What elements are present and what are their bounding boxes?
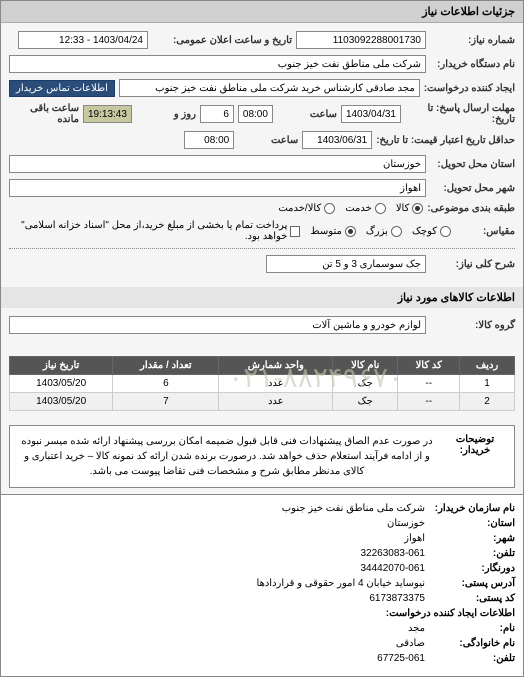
cell: 2 xyxy=(460,393,515,411)
cell: 1403/05/20 xyxy=(10,375,113,393)
cell: 1403/05/20 xyxy=(10,393,113,411)
org-name-label: نام سازمان خریدار: xyxy=(425,503,515,514)
radio-icon xyxy=(324,203,335,214)
deadline-time: 08:00 xyxy=(238,105,273,123)
fax-value: 34442070-061 xyxy=(9,563,425,574)
cell: جک xyxy=(333,375,398,393)
scale-label: مقیاس: xyxy=(455,226,515,237)
city-value: اهواز xyxy=(9,533,425,544)
goods-group-label: گروه کالا: xyxy=(430,320,515,331)
radio-icon xyxy=(440,226,451,237)
announce-value: 1403/04/24 - 12:33 xyxy=(18,31,148,49)
cell: 6 xyxy=(113,375,219,393)
validity-label: حداقل تاریخ اعتبار قیمت: تا تاریخ: xyxy=(376,135,515,146)
delivery-state-field: خوزستان xyxy=(9,155,426,173)
remaining-label: ساعت باقی مانده xyxy=(9,103,79,125)
class-service-label: خدمت xyxy=(345,203,372,214)
class-goods-radio[interactable]: کالا xyxy=(396,203,424,214)
scale-medium-label: متوسط xyxy=(310,226,341,237)
address-value: نیوساید خیابان 4 امور حقوقی و قراردادها xyxy=(9,578,425,589)
contact-info-button[interactable]: اطلاعات تماس خریدار xyxy=(9,80,115,97)
delivery-state-label: استان محل تحویل: xyxy=(430,159,515,170)
class-goods-service-radio[interactable]: کالا/خدمت xyxy=(278,203,335,214)
cell: جک xyxy=(333,393,398,411)
scale-medium-radio[interactable]: متوسط xyxy=(310,226,355,237)
cell: عدد xyxy=(219,375,333,393)
name-label: نام: xyxy=(425,623,515,634)
scale-large-label: بزرگ xyxy=(366,226,388,237)
days-field: 6 xyxy=(200,105,234,123)
scale-small-label: کوچک xyxy=(412,226,437,237)
buyer-device-field: شرکت ملی مناطق نفت خیز جنوب xyxy=(9,55,426,73)
deadline-label: مهلت ارسال پاسخ: تا تاریخ: xyxy=(405,103,515,125)
postal-value: 6173873375 xyxy=(9,593,425,604)
table-row: 1 -- جک عدد 6 1403/05/20 xyxy=(10,375,515,393)
scale-large-radio[interactable]: بزرگ xyxy=(366,226,402,237)
col-code: کد کالا xyxy=(398,357,460,375)
class-service-radio[interactable]: خدمت xyxy=(345,203,386,214)
buyer-desc-label: توضیحات خریدار: xyxy=(440,430,510,483)
table-row: 2 -- جک عدد 7 1403/05/20 xyxy=(10,393,515,411)
classification-label: طبقه بندی موضوعی: xyxy=(427,203,515,214)
tel-label: تلفن: xyxy=(425,653,515,664)
requester-field: مجد صادقی کارشناس خرید شرکت ملی مناطق نف… xyxy=(119,79,420,97)
class-goods-label: کالا xyxy=(396,203,410,214)
class-goods-service-label: کالا/خدمت xyxy=(278,203,321,214)
address-label: آدرس پستی: xyxy=(425,578,515,589)
requester-label: ایجاد کننده درخواست: xyxy=(424,83,515,94)
radio-icon xyxy=(375,203,386,214)
col-unit: واحد شمارش xyxy=(219,357,333,375)
goods-section-title: اطلاعات کالاهای مورد نیاز xyxy=(1,287,523,308)
cell: -- xyxy=(398,375,460,393)
validity-time-label: ساعت xyxy=(238,135,298,146)
radio-checked-icon xyxy=(412,203,423,214)
goods-table: ردیف کد کالا نام کالا واحد شمارش تعداد /… xyxy=(9,356,515,411)
family-value: صادقی xyxy=(9,638,425,649)
cell: -- xyxy=(398,393,460,411)
treasury-checkbox[interactable]: پرداخت تمام یا بخشی از مبلغ خرید،از محل … xyxy=(9,220,300,242)
family-label: نام خانوادگی: xyxy=(425,638,515,649)
need-number-field: 1103092288001730 xyxy=(296,31,426,49)
col-qty: تعداد / مقدار xyxy=(113,357,219,375)
tab-header: جزئیات اطلاعات نیاز xyxy=(1,1,523,23)
radio-icon xyxy=(391,226,402,237)
postal-label: کد پستی: xyxy=(425,593,515,604)
validity-time: 08:00 xyxy=(184,131,234,149)
delivery-city-label: شهر محل تحویل: xyxy=(430,183,515,194)
validity-date: 1403/06/31 xyxy=(302,131,372,149)
cell: 7 xyxy=(113,393,219,411)
col-row: ردیف xyxy=(460,357,515,375)
name-value: مجد xyxy=(9,623,425,634)
delivery-city-field: اهواز xyxy=(9,179,426,197)
phone-value: 32263083-061 xyxy=(9,548,425,559)
org-name-value: شرکت ملی مناطق نفت خیز جنوب xyxy=(9,503,425,514)
col-name: نام کالا xyxy=(333,357,398,375)
scale-note: پرداخت تمام یا بخشی از مبلغ خرید،از محل … xyxy=(9,220,287,242)
scale-small-radio[interactable]: کوچک xyxy=(412,226,451,237)
state-value: خوزستان xyxy=(9,518,425,529)
days-label: روز و xyxy=(136,109,196,120)
tel-value: 67725-061 xyxy=(9,653,425,664)
deadline-time-label: ساعت xyxy=(277,109,337,120)
remaining-time: 19:13:43 xyxy=(83,105,132,123)
buyer-device-label: نام دستگاه خریدار: xyxy=(430,59,515,70)
buyer-desc-text: در صورت عدم الصاق پیشنهادات فنی قابل قبو… xyxy=(14,430,440,483)
fax-label: دورنگار: xyxy=(425,563,515,574)
announce-label: تاریخ و ساعت اعلان عمومی: xyxy=(152,35,292,46)
cell: 1 xyxy=(460,375,515,393)
deadline-date: 1403/04/31 xyxy=(341,105,401,123)
goods-group-field: لوازم خودرو و ماشین آلات xyxy=(9,316,426,334)
phone-label: تلفن: xyxy=(425,548,515,559)
cell: عدد xyxy=(219,393,333,411)
creator-section-label: اطلاعات ایجاد کننده درخواست: xyxy=(386,608,515,619)
need-desc-label: شرح کلی نیاز: xyxy=(430,259,515,270)
city-label: شهر: xyxy=(425,533,515,544)
checkbox-icon xyxy=(290,226,300,237)
radio-checked-icon xyxy=(345,226,356,237)
tab-title: جزئیات اطلاعات نیاز xyxy=(422,6,515,18)
col-date: تاریخ نیاز xyxy=(10,357,113,375)
need-number-label: شماره نیاز: xyxy=(430,35,515,46)
need-desc-field: جک سوسماری 3 و 5 تن xyxy=(266,255,426,273)
state-label: استان: xyxy=(425,518,515,529)
